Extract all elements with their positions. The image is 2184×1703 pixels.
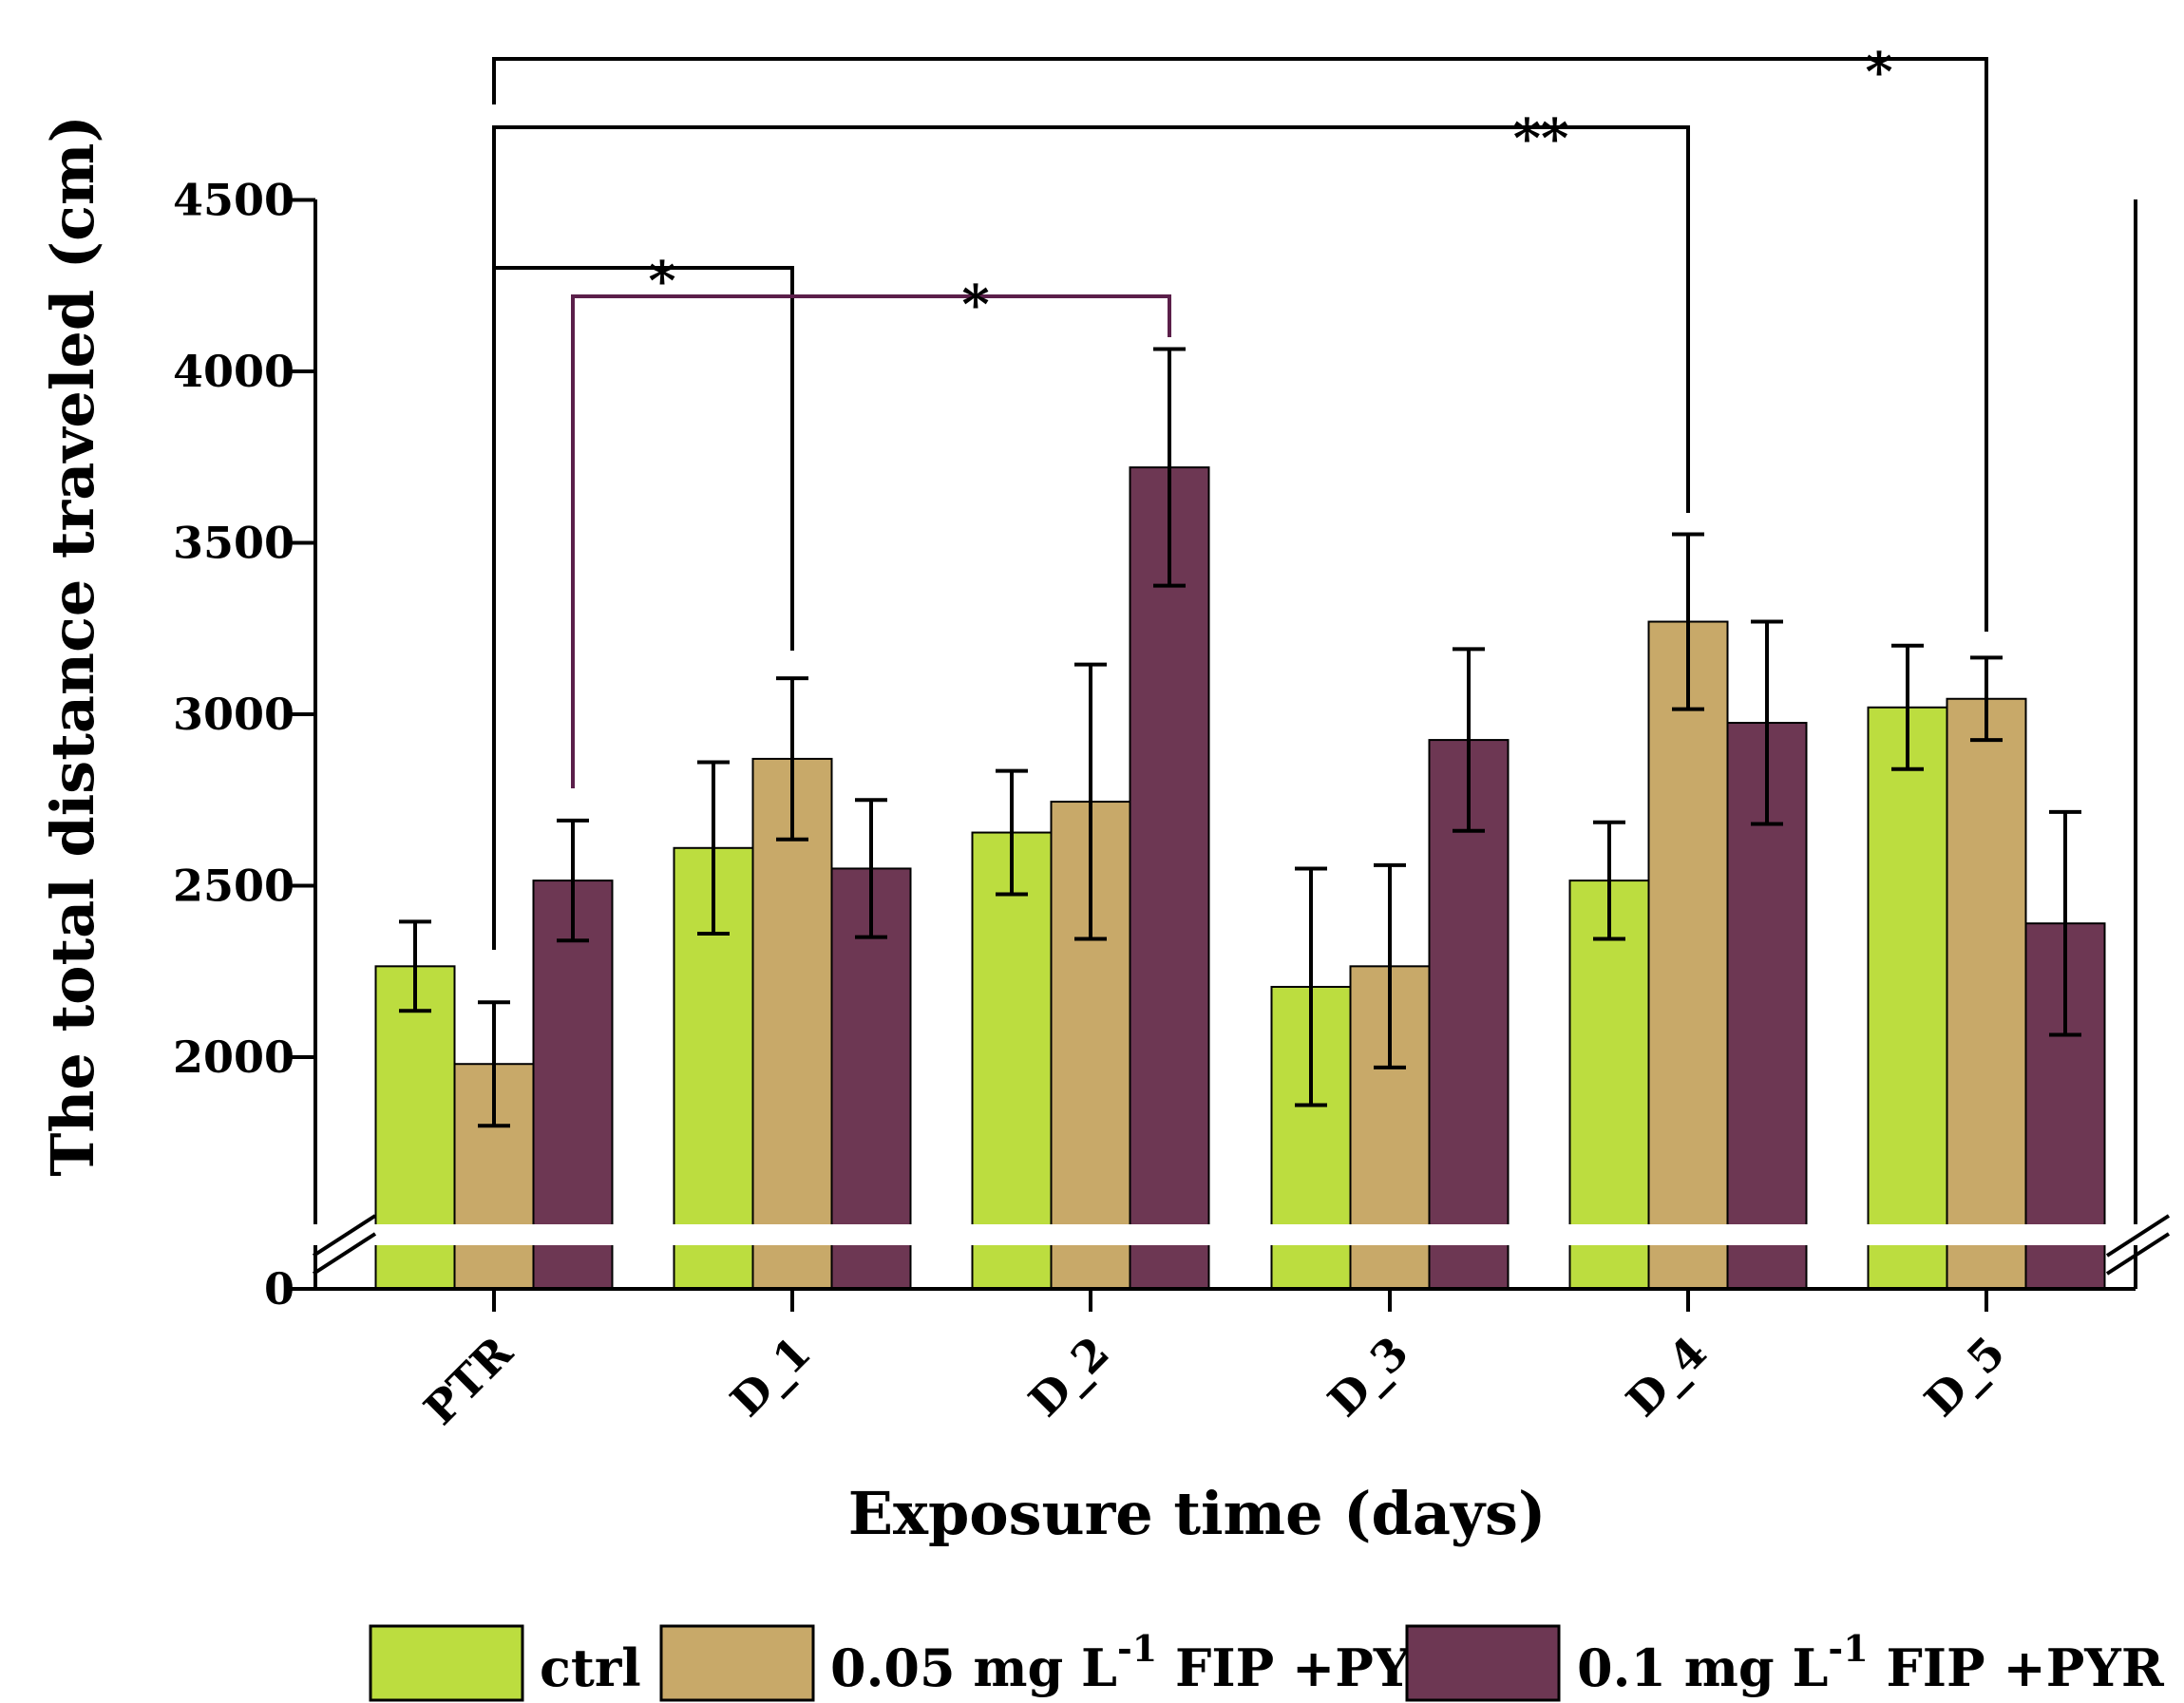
error-bar-D_2-s1	[1074, 662, 1107, 941]
error-bar-D_1-s0	[697, 760, 730, 937]
bar-D_2-s2	[1129, 466, 1210, 1290]
error-bar-D_3-s2	[1453, 647, 1485, 833]
y-tick-label-0: 0	[264, 1263, 294, 1315]
bar-D_1-s1	[751, 757, 833, 1290]
error-bar-D_5-s2	[2049, 809, 2081, 1037]
significance-bracket-3: **	[492, 107, 1690, 513]
error-bar-D_5-s0	[1891, 643, 1924, 771]
legend-label: 0.1 mg L-1 FIP +PYR	[1577, 1627, 2165, 1698]
legend-swatch	[369, 1624, 524, 1702]
axis-break-mark-left-2	[312, 1232, 377, 1276]
error-bar-D_4-s0	[1593, 820, 1625, 941]
y-tick-label-3500: 3500	[173, 518, 294, 569]
axis-break-mark-right-1	[2105, 1214, 2171, 1258]
significance-bracket-1: *	[492, 250, 794, 950]
legend-swatch	[659, 1624, 815, 1702]
significance-label: **	[1513, 107, 1569, 170]
error-bar-D_3-s0	[1295, 866, 1327, 1107]
y-tick-label-3000: 3000	[173, 689, 294, 740]
significance-label: *	[648, 250, 675, 312]
significance-line	[571, 294, 1171, 788]
axis-break-layer	[311, 1214, 2171, 1276]
legend: ctrl 0.05 mg L-1 FIP +PYR 0.1 mg L-1 FIP +…	[369, 1624, 2165, 1702]
x-tick-label-D_4: D_4	[1616, 1327, 1716, 1427]
x-tick-label-D_1: D_1	[720, 1327, 820, 1427]
axis-break-band	[311, 1224, 2140, 1245]
error-bar-D_5-s1	[1970, 655, 2003, 743]
bars-layer	[374, 466, 2106, 1291]
y-tick-label-2000: 2000	[173, 1031, 294, 1083]
significance-line	[492, 125, 1690, 513]
bar-D_4-s0	[1568, 880, 1650, 1291]
error-bar-D_2-s2	[1153, 347, 1186, 588]
error-bar-PTR-s2	[557, 818, 589, 943]
bar-D_5-s0	[1867, 706, 1948, 1290]
legend-item-3: 0.1 mg L-1 FIP +PYR	[1405, 1624, 2165, 1702]
error-bar-D_2-s0	[996, 768, 1028, 897]
significance-label: *	[1865, 41, 1892, 104]
error-bar-D_1-s2	[855, 798, 887, 939]
y-axis-title: The total distance traveled (cm)	[38, 115, 107, 1177]
legend-label: ctrl	[540, 1637, 641, 1698]
legend-item-1: ctrl	[369, 1624, 641, 1702]
bar-D_4-s1	[1647, 620, 1729, 1290]
bar-D_5-s1	[1946, 697, 2027, 1290]
significance-line	[492, 266, 794, 950]
error-bar-PTR-s1	[478, 1000, 510, 1128]
y-tick-label-4500: 4500	[173, 175, 294, 226]
error-bars-layer	[399, 347, 2081, 1128]
error-bar-D_4-s1	[1672, 532, 1704, 711]
axis-break-mark-right-2	[2105, 1232, 2171, 1276]
x-axis-title: Exposure time (days)	[848, 1479, 1547, 1548]
significance-label: *	[961, 274, 989, 336]
significance-bracket-4: *	[492, 41, 1988, 632]
error-bar-D_1-s1	[776, 676, 808, 842]
y-tick-label-2500: 2500	[173, 861, 294, 912]
x-tick-label-D_3: D_3	[1318, 1327, 1417, 1427]
legend-swatch	[1405, 1624, 1561, 1702]
significance-layer: * ****	[492, 41, 1988, 950]
legend-item-2: 0.05 mg L-1 FIP +PYR	[659, 1624, 1453, 1702]
x-tick-label-PTR: PTR	[414, 1326, 522, 1434]
significance-line	[492, 57, 1988, 632]
error-bar-D_3-s1	[1374, 862, 1406, 1069]
error-bar-PTR-s0	[399, 919, 431, 1013]
x-tick-label-D_5: D_5	[1914, 1327, 2014, 1427]
bar-D_2-s0	[971, 831, 1053, 1290]
legend-label: 0.05 mg L-1 FIP +PYR	[830, 1627, 1453, 1698]
x-tick-label-D_2: D_2	[1018, 1327, 1118, 1427]
significance-bracket-2: *	[571, 274, 1171, 788]
y-tick-label-4000: 4000	[173, 346, 294, 397]
axis-break-mark-left-1	[312, 1214, 377, 1258]
error-bar-D_4-s2	[1751, 619, 1783, 826]
